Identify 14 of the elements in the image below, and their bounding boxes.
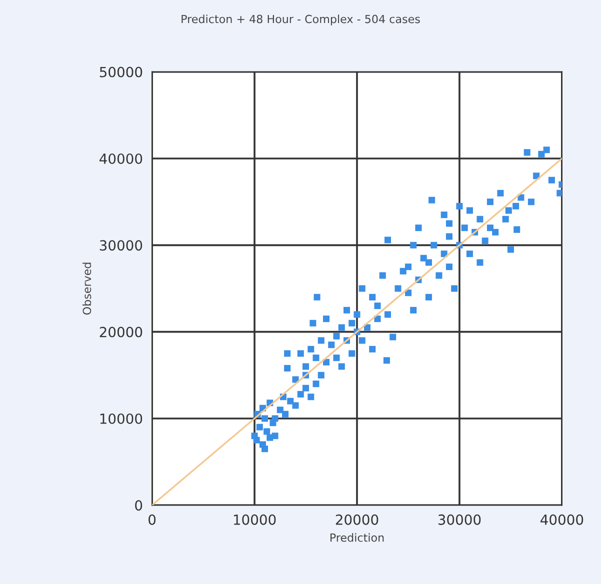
y-tick-label: 40000 bbox=[100, 153, 142, 164]
x-tick-label: 20000 bbox=[336, 514, 378, 525]
x-tick-label: 40000 bbox=[540, 514, 584, 525]
x-tick-label: 10000 bbox=[234, 514, 276, 525]
y-tick-label: 10000 bbox=[100, 413, 142, 424]
y-tick-label: 20000 bbox=[100, 326, 142, 338]
x-tick-label: 0 bbox=[148, 514, 156, 525]
x-axis-title: Prediction bbox=[330, 533, 384, 542]
chart-title: Predicton + 48 Hour - Complex - 504 cases bbox=[182, 14, 420, 26]
y-tick-label: 30000 bbox=[100, 240, 142, 251]
y-tick-label: 0 bbox=[135, 500, 142, 511]
y-tick-label: 50000 bbox=[100, 66, 142, 78]
y-axis-title: Observed bbox=[82, 262, 92, 315]
x-tick-label: 30000 bbox=[438, 514, 481, 525]
